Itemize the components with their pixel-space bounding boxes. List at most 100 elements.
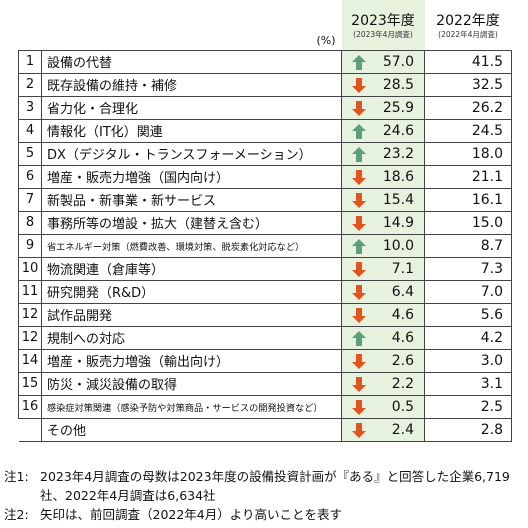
value-2023: 24.6 — [382, 122, 414, 139]
table-row: その他 2.4 2.8 — [18, 417, 512, 442]
arrow-down-icon — [352, 307, 366, 323]
note-2-text: 矢印は、前回調査（2022年4月）より高いことを表す — [40, 507, 343, 522]
note-1-tag: 注1: — [4, 469, 29, 484]
unit-label: (%) — [316, 33, 336, 47]
arrow-down-icon — [352, 284, 366, 300]
label-cell: 設備の代替 — [41, 49, 342, 74]
value-2022-cell: 41.5 — [424, 49, 512, 74]
table-row: 12 規制への対応 4.6 4.2 — [18, 325, 512, 350]
label-cell: 省エネルギー対策（燃費改善、環境対策、脱炭素化対応など） — [41, 233, 342, 258]
label-cell: 防災・減災設備の取得 — [41, 371, 342, 396]
rank-cell: 5 — [18, 141, 42, 166]
table-row: 5 DX（デジタル・トランスフォーメーション） 23.2 18.0 — [18, 141, 512, 166]
table-row: 12 試作品開発 4.6 5.6 — [18, 302, 512, 327]
rank-cell: 16 — [18, 394, 42, 419]
value-2023: 57.0 — [382, 53, 414, 70]
value-2023-cell: 2.4 — [341, 417, 425, 442]
value-2023-cell: 10.0 — [341, 233, 425, 258]
arrow-up-icon — [352, 330, 366, 346]
value-2023-cell: 57.0 — [341, 49, 425, 74]
rank-cell: 2 — [18, 72, 42, 97]
capex-purpose-table: (%) 2023年度 (2023年4月調査) 2022年度 (2022年4月調査… — [18, 0, 512, 442]
value-2023: 25.9 — [382, 99, 414, 116]
value-2022-cell: 16.1 — [424, 187, 512, 212]
value-2022-cell: 3.0 — [424, 348, 512, 373]
value-2022-cell: 7.3 — [424, 256, 512, 281]
rank-cell: 15 — [18, 371, 42, 396]
rank-cell: 9 — [18, 233, 42, 258]
arrow-up-icon — [352, 238, 366, 254]
label-cell: 事務所等の増設・拡大（建替え含む） — [41, 210, 342, 235]
note-1: 注1: 2023年4月調査の母数は2023年度の設備投資計画が『ある』と回答した… — [4, 467, 528, 505]
value-2023-cell: 2.6 — [341, 348, 425, 373]
arrow-down-icon — [352, 169, 366, 185]
value-2023-cell: 7.1 — [341, 256, 425, 281]
rank-cell: 10 — [18, 256, 42, 281]
arrow-up-icon — [352, 146, 366, 162]
rank-cell — [18, 417, 42, 442]
value-2023-cell: 4.6 — [341, 325, 425, 350]
value-2023: 15.4 — [382, 191, 414, 208]
header-2022: 2022年度 (2022年4月調査) — [425, 0, 512, 50]
value-2023-cell: 2.2 — [341, 371, 425, 396]
rank-cell: 12 — [18, 302, 42, 327]
table-row: 7 新製品・新事業・新サービス 15.4 16.1 — [18, 187, 512, 212]
table-row: 6 増産・販売力増強（国内向け） 18.6 21.1 — [18, 164, 512, 189]
header-2022-title: 2022年度 — [436, 12, 500, 29]
value-2022-cell: 3.1 — [424, 371, 512, 396]
value-2023-cell: 14.9 — [341, 210, 425, 235]
value-2023-cell: 18.6 — [341, 164, 425, 189]
rank-cell: 7 — [18, 187, 42, 212]
value-2022-cell: 5.6 — [424, 302, 512, 327]
label-cell: 省力化・合理化 — [41, 95, 342, 120]
table-row: 8 事務所等の増設・拡大（建替え含む） 14.9 15.0 — [18, 210, 512, 235]
value-2022-cell: 2.5 — [424, 394, 512, 419]
value-2023: 2.6 — [391, 352, 414, 369]
value-2023-cell: 23.2 — [341, 141, 425, 166]
arrow-down-icon — [352, 399, 366, 415]
value-2023: 6.4 — [391, 283, 414, 300]
arrow-up-icon — [352, 123, 366, 139]
arrow-down-icon — [352, 192, 366, 208]
rank-cell: 8 — [18, 210, 42, 235]
table-row: 15 防災・減災設備の取得 2.2 3.1 — [18, 371, 512, 396]
value-2023: 14.9 — [382, 214, 414, 231]
arrow-up-icon — [352, 54, 366, 70]
table-row: 3 省力化・合理化 25.9 26.2 — [18, 95, 512, 120]
label-cell: 物流関連（倉庫等） — [41, 256, 342, 281]
label-cell: 既存設備の維持・補修 — [41, 72, 342, 97]
label-cell: その他 — [41, 417, 342, 442]
value-2023: 4.6 — [391, 329, 414, 346]
value-2023: 4.6 — [391, 306, 414, 323]
note-1-text: 2023年4月調査の母数は2023年度の設備投資計画が『ある』と回答した企業6,… — [40, 469, 510, 503]
note-2: 注2: 矢印は、前回調査（2022年4月）より高いことを表す — [4, 505, 528, 524]
label-cell: 規制への対応 — [41, 325, 342, 350]
table-body: 1 設備の代替 57.0 41.5 2 既存設備の維持・補修 28.5 32.5 3 省力化・合理… — [18, 49, 512, 442]
rank-cell: 12 — [18, 325, 42, 350]
value-2023: 7.1 — [391, 260, 414, 277]
table-row: 1 設備の代替 57.0 41.5 — [18, 49, 512, 74]
label-cell: 新製品・新事業・新サービス — [41, 187, 342, 212]
value-2022-cell: 21.1 — [424, 164, 512, 189]
rank-cell: 1 — [18, 49, 42, 74]
arrow-down-icon — [352, 422, 366, 438]
rank-cell: 3 — [18, 95, 42, 120]
label-cell: 増産・販売力増強（輸出向け） — [41, 348, 342, 373]
value-2022-cell: 26.2 — [424, 95, 512, 120]
value-2023: 28.5 — [382, 76, 414, 93]
table-row: 4 情報化（IT化）関連 24.6 24.5 — [18, 118, 512, 143]
arrow-down-icon — [352, 353, 366, 369]
label-cell: 研究開発（R&D） — [41, 279, 342, 304]
rank-cell: 11 — [18, 279, 42, 304]
table-row: 9 省エネルギー対策（燃費改善、環境対策、脱炭素化対応など） 10.0 8.7 — [18, 233, 512, 258]
value-2023-cell: 25.9 — [341, 95, 425, 120]
arrow-down-icon — [352, 215, 366, 231]
arrow-down-icon — [352, 376, 366, 392]
rank-cell: 6 — [18, 164, 42, 189]
value-2022-cell: 24.5 — [424, 118, 512, 143]
header-2023-subtitle: (2023年4月調査) — [353, 29, 413, 39]
value-2022-cell: 32.5 — [424, 72, 512, 97]
value-2023: 0.5 — [391, 398, 414, 415]
header-2022-subtitle: (2022年4月調査) — [438, 29, 498, 39]
value-2023-cell: 15.4 — [341, 187, 425, 212]
